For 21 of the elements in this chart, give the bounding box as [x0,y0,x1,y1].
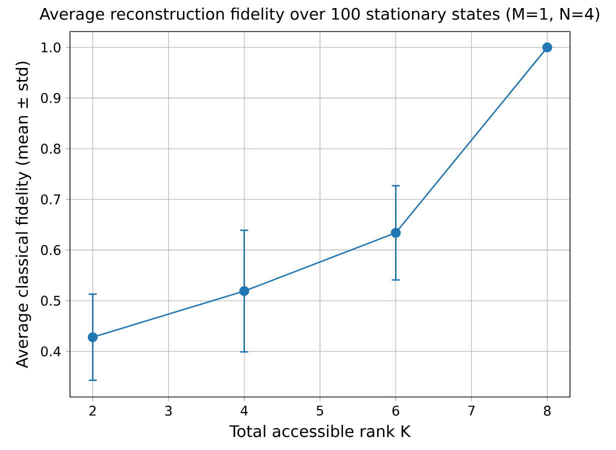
x-tick-label: 6 [392,406,400,416]
x-tick-label: 4 [240,406,248,416]
point [239,286,250,296]
x-tick-label: 5 [316,406,324,416]
y-tick-label: 0.8 [41,144,60,154]
x-tick-label: 3 [165,406,172,416]
point [542,42,552,52]
y-tick-label: 0.5 [41,296,60,306]
point [88,332,98,342]
y-tick-label: 0.6 [41,245,60,256]
point [390,228,401,238]
x-tick-label: 8 [544,406,551,416]
y-tick-label: 0.4 [41,346,61,356]
y-tick-label: 1.0 [42,42,60,52]
y-tick-label: 0.9 [41,93,60,104]
x-axis-title: Total accessible rank K [229,424,411,438]
x-tick-label: 7 [468,406,475,416]
x-tick-label: 2 [89,406,96,416]
y-axis-title: Average classical fidelity (mean ± std) [16,62,32,368]
y-tick-label: 0.7 [41,194,60,204]
chart-title: Average reconstruction fidelity over 100 stationary states (M=1, N=4) [40,8,600,23]
